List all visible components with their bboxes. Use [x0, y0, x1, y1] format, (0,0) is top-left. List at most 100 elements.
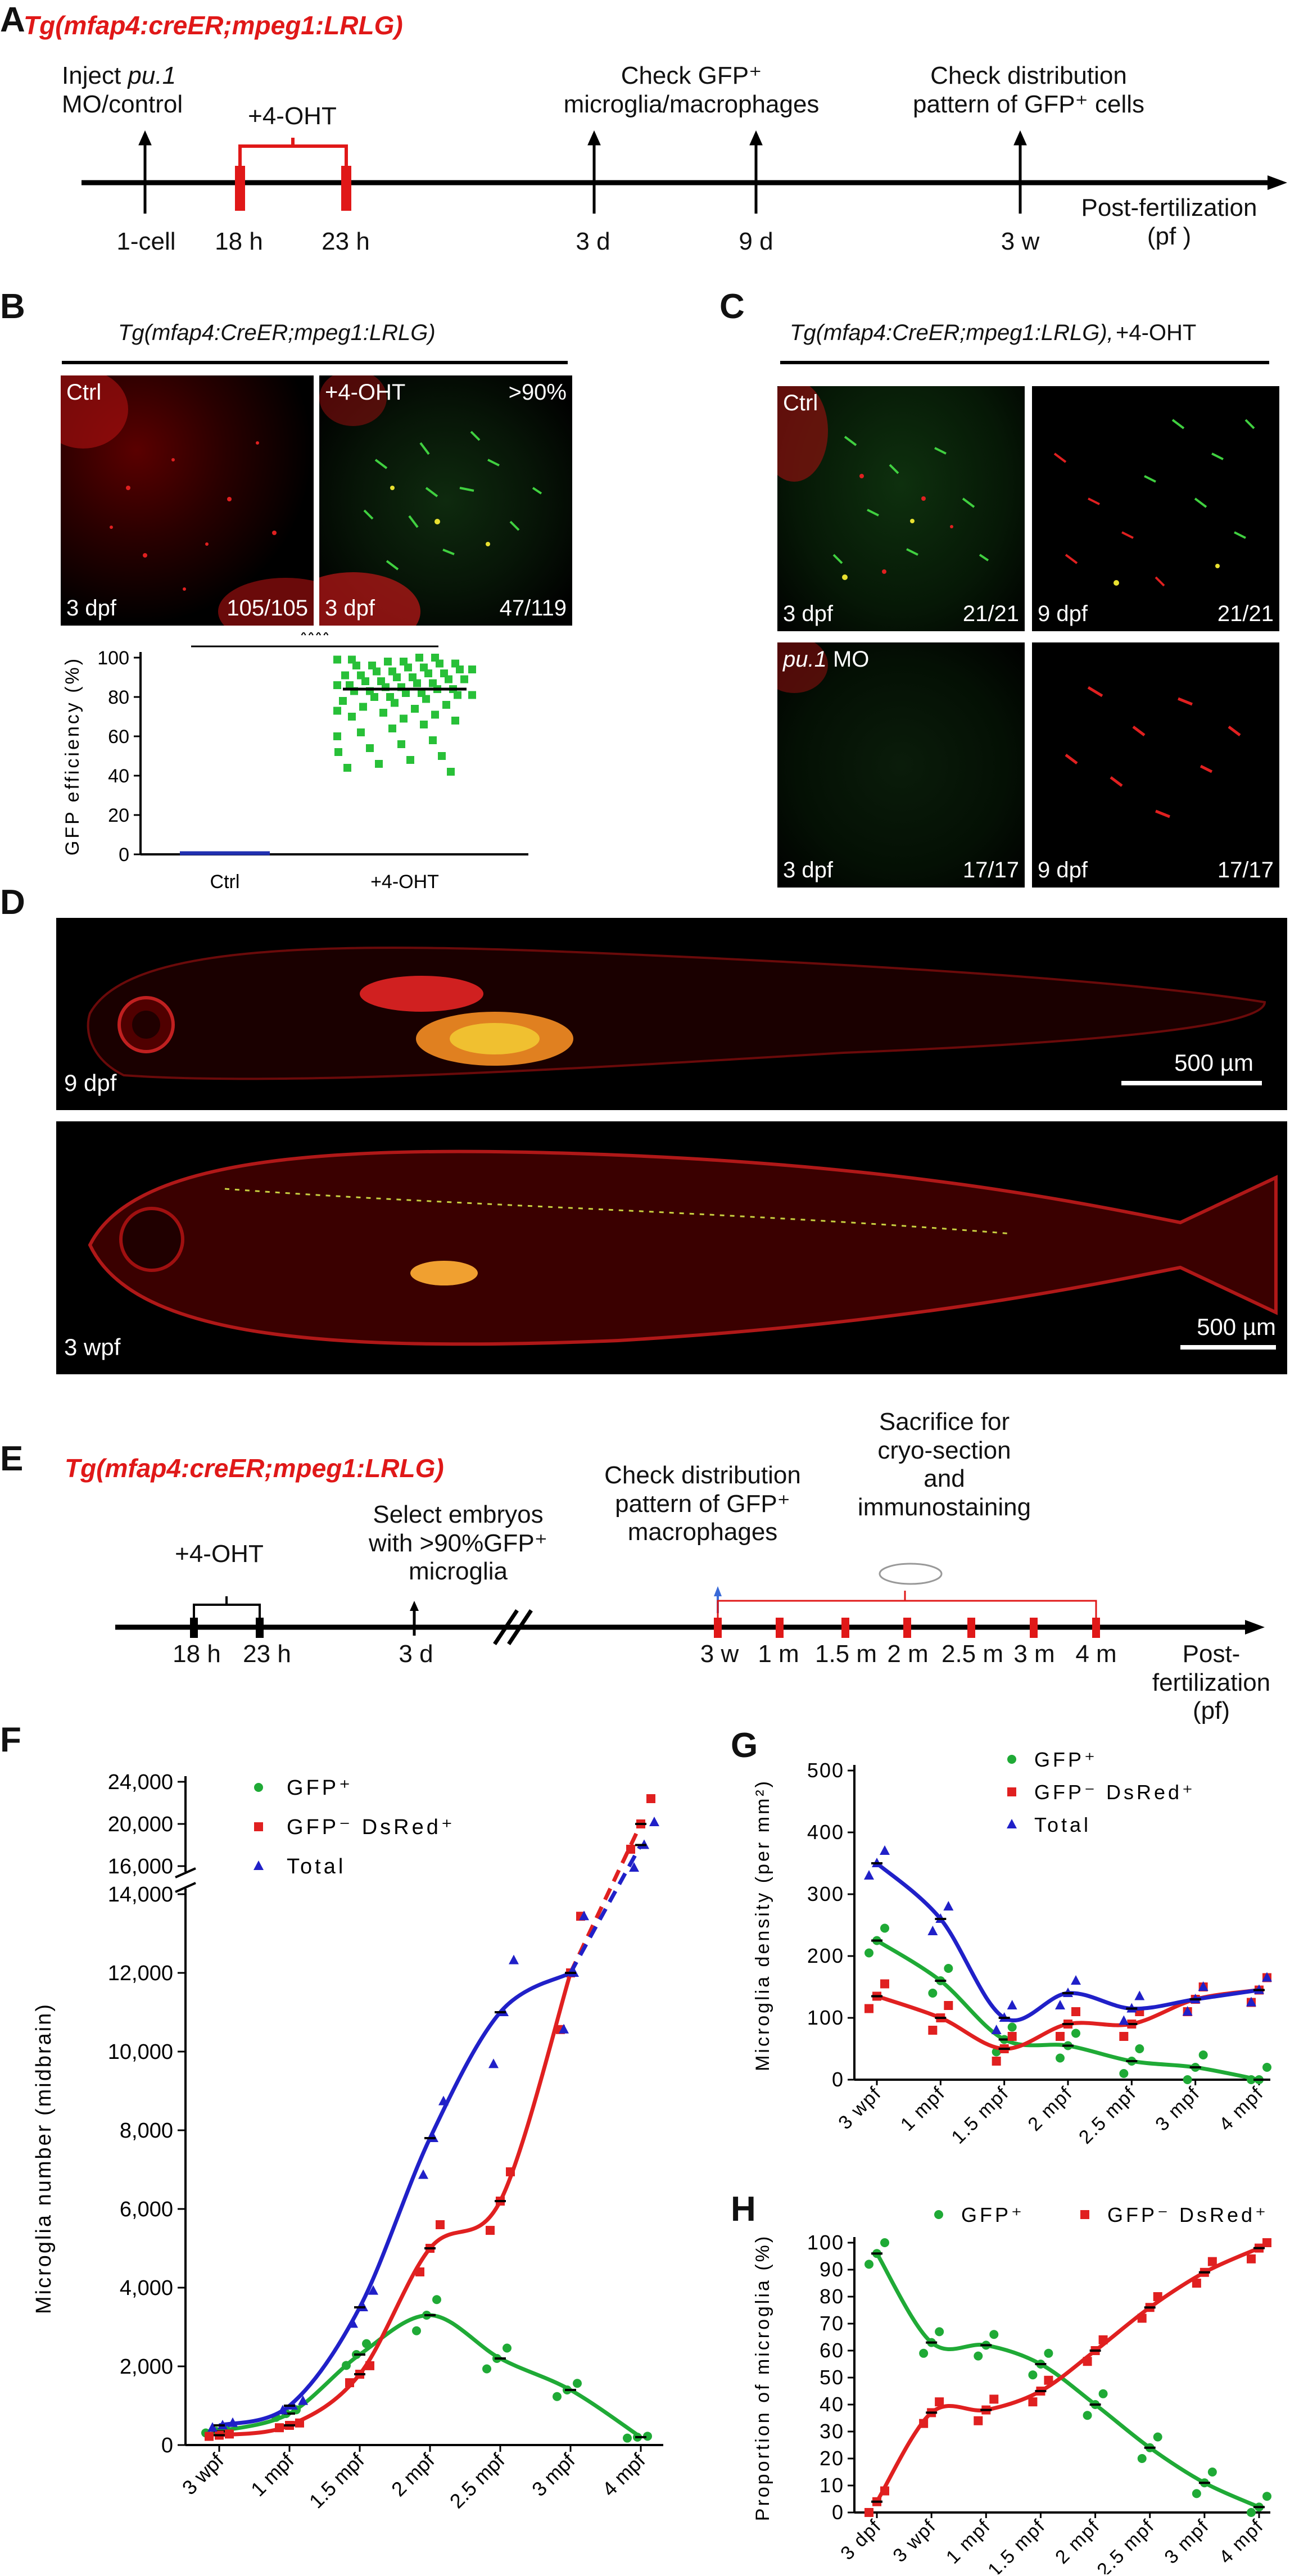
f-axis-break-1 [175, 1867, 196, 1878]
check-e-text-1: Check distribution [604, 1461, 801, 1489]
b-point-4oht [460, 675, 468, 683]
b-point-4oht [413, 679, 421, 687]
f-point [488, 2058, 499, 2068]
tick-e-1m: 1 m [758, 1640, 799, 1668]
image-d1-scale: 500 µm [1174, 1049, 1253, 1076]
f-point [342, 2361, 351, 2370]
b-point-4oht [361, 677, 369, 685]
f-point [643, 2432, 652, 2441]
image-c3-tl: pu.1 MO [783, 647, 869, 672]
red-mark-23h [341, 166, 351, 211]
image-c3-br: 17/17 [962, 858, 1019, 882]
chartH-ytick-label: 20 [820, 2447, 844, 2470]
panel-c-title2: +4-OHT [1116, 320, 1197, 345]
chart-g: 0 100 200 300 400 500 Microglia density (per m… [753, 1748, 1272, 2148]
chartH-ytick-label: 60 [820, 2339, 844, 2362]
chartH-ytick-label: 90 [820, 2258, 844, 2281]
sacrifice-label: Sacrifice for cryo-section and immunosta… [826, 1408, 1062, 1522]
b-point-4oht [436, 659, 443, 668]
panel-c-bar [780, 361, 1269, 364]
image-b-ctrl: Ctrl 3 dpf 105/105 [61, 375, 314, 626]
f-point [365, 2361, 374, 2370]
b-point-4oht [397, 740, 405, 748]
chartH-point [989, 2330, 999, 2339]
f-ytick-label: 8,000 [120, 2119, 173, 2143]
panel-g-label: G [731, 1726, 758, 1765]
panel-e-title: Tg(mfap4:creER;mpeg1:LRLG) [65, 1454, 444, 1483]
chartG-point [880, 1979, 889, 1989]
image-d1-scalebar [1121, 1081, 1262, 1085]
b-point-4oht [373, 667, 381, 676]
tick-e-2m: 2 m [887, 1640, 929, 1668]
b-xtick-label: Ctrl [210, 871, 240, 893]
f-xtick-label: 3 wpf [178, 2448, 229, 2500]
axis-label-e: Post- fertilization (pf) [1141, 1640, 1282, 1726]
image-b-ctrl-bl: 3 dpf [66, 596, 116, 621]
chartH-xtick-label: 3 mpf [1160, 2515, 1213, 2568]
f-ytick-label: 24,000 [108, 1771, 173, 1794]
f-point [225, 2429, 234, 2439]
panel-b-bar [62, 361, 568, 364]
panel-f-label: F [0, 1721, 21, 1759]
chartH-ytick-label: 10 [820, 2474, 844, 2497]
b-point-4oht [447, 768, 455, 776]
chartG-point [1056, 2053, 1065, 2063]
mark-2-5m [967, 1618, 975, 1638]
f-ytick-label: 20,000 [108, 1813, 173, 1836]
bracket-e [193, 1604, 261, 1618]
chartH-ytick-label: 50 [820, 2366, 844, 2389]
f-line-series [219, 2313, 642, 2439]
f-point [486, 2226, 495, 2235]
chartG-xtick-label: 4 mpf [1215, 2082, 1268, 2135]
chartG-point [1247, 2075, 1256, 2084]
chartG-point [1071, 2007, 1080, 2016]
chartG-point [1135, 2044, 1144, 2053]
f-point [573, 2379, 582, 2388]
chartG-point [944, 1964, 953, 1973]
tick-e-3w: 3 w [700, 1640, 739, 1668]
ohtt-label-a: +4-OHT [248, 102, 337, 130]
chartH-point [1153, 2292, 1162, 2301]
check-distribution-e-label: Check distribution pattern of GFP⁺ macro… [579, 1461, 826, 1547]
b-point-4oht [406, 756, 414, 764]
chartH-point [1262, 2238, 1271, 2247]
panel-b-label: B [0, 287, 25, 326]
chart-h: 0 10 20 30 40 50 60 70 80 90 100 Proportion of micr… [753, 2203, 1271, 2574]
tick-e-1-5m: 1.5 m [814, 1640, 877, 1668]
b-point-4oht [415, 654, 423, 662]
inject-text-1: Inject [62, 62, 121, 89]
image-d2-scalebar [1180, 1345, 1276, 1350]
check-e-text-3: macrophages [627, 1518, 778, 1546]
f-xtick-label: 4 mpf [598, 2448, 650, 2501]
b-sig-label: **** [300, 632, 330, 646]
arrow-3d-head [587, 130, 601, 146]
b-point-4oht [456, 665, 464, 673]
inject-label: Inject pu.1 MO/control [62, 62, 208, 119]
tick-e-23h: 23 h [243, 1640, 291, 1668]
sac-text-4: immunostaining [857, 1493, 1031, 1521]
inject-text-2: pu.1 [128, 62, 176, 89]
b-point-4oht [334, 748, 342, 756]
image-c4-br: 17/17 [1217, 858, 1274, 882]
arrow-3d-e-head [410, 1601, 419, 1611]
red-mark-18h [235, 166, 245, 211]
b-xtick-label: +4-OHT [370, 871, 439, 893]
arrow-1cell-head [138, 130, 152, 146]
b-ytick-label: 0 [119, 844, 129, 866]
b-point-4oht [391, 699, 399, 707]
f-xtick-label: 2 mpf [387, 2448, 439, 2501]
select-text-2: with >90%GFP⁺ [369, 1529, 547, 1557]
chartH-point [1028, 2397, 1038, 2407]
check-distribution-label: Check distribution pattern of GFP⁺ cells [888, 62, 1169, 119]
f-point [482, 2364, 491, 2374]
b-point-4oht [333, 732, 341, 740]
chartH-point [1044, 2348, 1053, 2358]
panel-b-title: Tg(mfap4:CreER;mpeg1:LRLG) [118, 320, 436, 345]
image-d1-bl: 9 dpf [64, 1070, 117, 1096]
b-ylabel: GFP efficiency (%) [62, 657, 83, 855]
image-c-ctrl-3dpf-cells [777, 386, 989, 580]
chartG-point [880, 1923, 889, 1933]
f-point [298, 2395, 308, 2405]
b-point-4oht [333, 681, 341, 689]
fish-brain-sketch [879, 1563, 943, 1585]
